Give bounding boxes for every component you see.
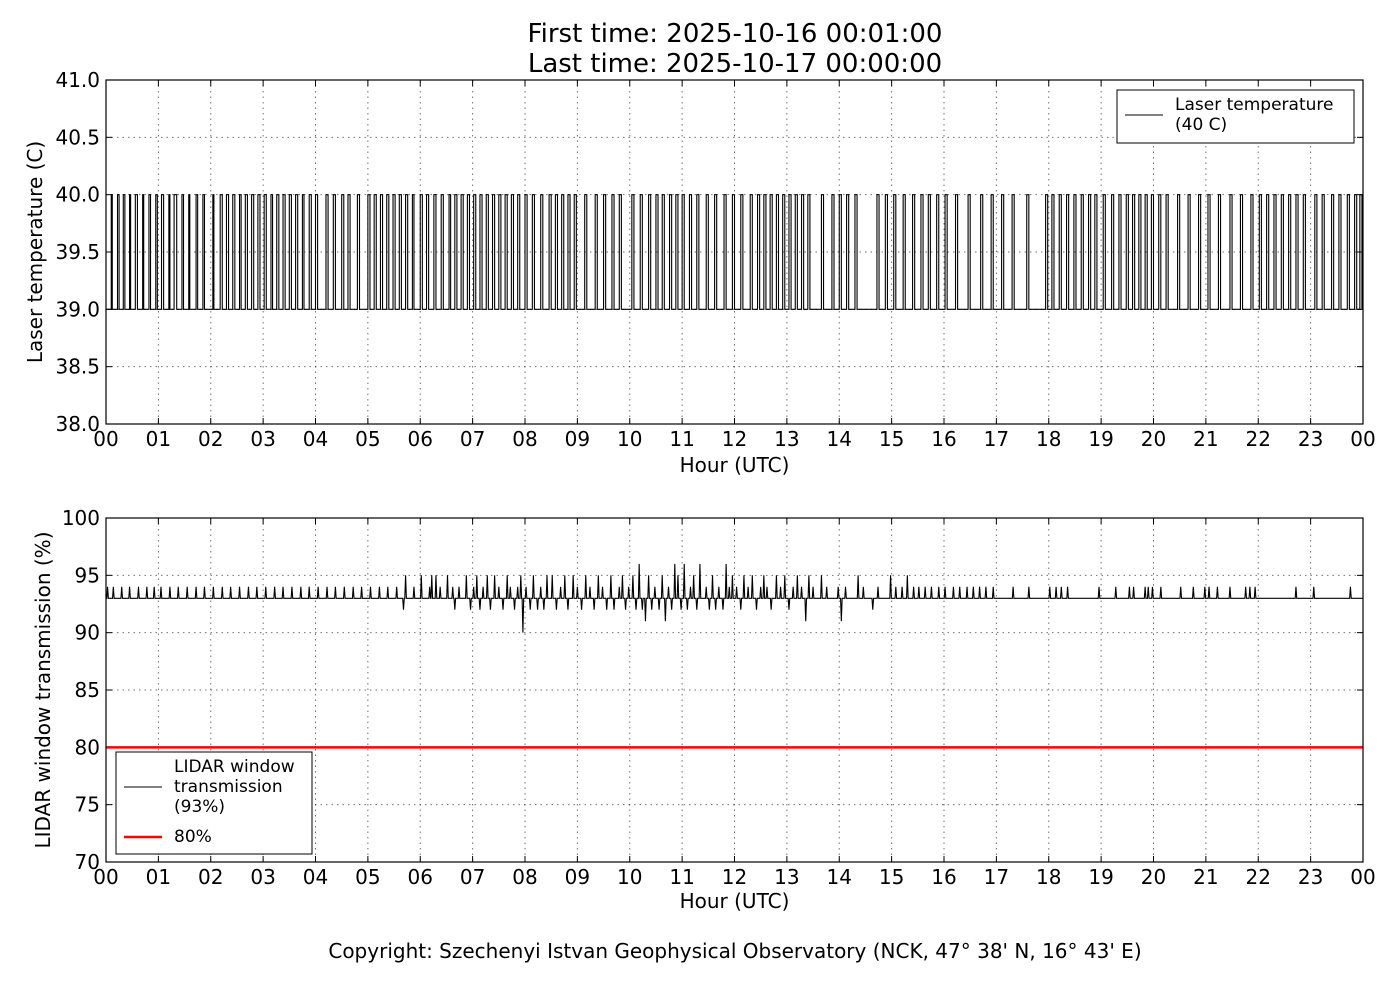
y-axis-label: Laser temperature (C) [23,141,47,363]
x-tick-label: 11 [669,865,694,889]
legend-label: LIDAR window [174,757,295,777]
x-tick-label: 07 [460,865,485,889]
x-tick-label: 03 [250,865,275,889]
x-tick-label: 06 [408,427,433,451]
legend-label: (93%) [174,797,225,817]
x-tick-label: 16 [931,865,956,889]
laser-temperature-panel: 00 01 02 03 04 05 06 07 08 09 10 11 12 13 14 15 16 17 18 19… [23,68,1376,477]
y-tick-label: 38.5 [55,355,100,379]
y-axis-label: LIDAR window transmission (%) [31,532,55,849]
lidar-transmission-panel: 00 01 02 03 04 05 06 07 08 09 10 11 12 13 14 15 16 17 18 19… [31,506,1376,913]
x-tick-label: 21 [1193,865,1218,889]
x-tick-label: 00 [93,427,118,451]
plot-frame [105,79,1364,425]
x-tick-label: 17 [984,427,1009,451]
x-tick-label: 05 [355,427,380,451]
x-tick-label: 18 [1036,865,1061,889]
x-tick-label: 06 [408,865,433,889]
x-tick-label: 13 [774,865,799,889]
x-tick-label: 15 [879,427,904,451]
y-tick-label: 38.0 [55,412,100,436]
y-tick-label: 100 [62,506,100,530]
series-line [106,563,1363,633]
y-tick-label: 90 [75,621,100,645]
legend-label: transmission [174,777,283,797]
x-tick-label: 00 [93,865,118,889]
y-tick-label: 39.0 [55,297,100,321]
x-tick-label: 10 [617,865,642,889]
x-tick-label: 08 [512,427,537,451]
title-first-time: First time: 2025-10-16 00:01:00 [528,19,943,49]
x-tick-label: 22 [1246,427,1271,451]
y-tick-label: 40.0 [55,183,100,207]
y-tick-label: 85 [75,678,100,702]
x-tick-label: 18 [1036,427,1061,451]
x-tick-label: 04 [303,865,328,889]
x-tick-label: 14 [827,865,852,889]
figure-title: First time: 2025-10-16 00:01:00 Last tim… [528,19,943,79]
x-tick-label: 13 [774,427,799,451]
x-tick-label: 01 [146,427,171,451]
y-tick-label: 40.5 [55,125,100,149]
x-tick-label: 23 [1298,427,1323,451]
y-tick-label: 70 [75,850,100,874]
title-last-time: Last time: 2025-10-17 00:00:00 [528,49,942,79]
x-tick-label: 16 [931,427,956,451]
x-tick-label: 10 [617,427,642,451]
x-tick-label: 09 [565,427,590,451]
x-tick-label: 02 [198,865,223,889]
x-tick-label: 20 [1141,427,1166,451]
x-tick-label: 01 [146,865,171,889]
x-tick-label: 17 [984,865,1009,889]
y-tick-label: 95 [75,563,100,587]
x-tick-label: 23 [1298,865,1323,889]
x-tick-label: 07 [460,427,485,451]
x-tick-label: 20 [1141,865,1166,889]
legend-box [1116,89,1355,144]
x-tick-label: 03 [250,427,275,451]
copyright: Copyright: Szechenyi Istvan Geophysical … [328,939,1141,963]
x-tick-label: 12 [722,427,747,451]
legend: Laser temperature(40 C) [1116,89,1355,144]
legend-label: Laser temperature [1175,95,1333,115]
y-tick-label: 39.5 [55,240,100,264]
y-tick-label: 80 [75,735,100,759]
x-tick-label: 04 [303,427,328,451]
x-tick-label: 12 [722,865,747,889]
x-tick-label: 22 [1246,865,1271,889]
x-tick-label: 21 [1193,427,1218,451]
y-tick-label: 75 [75,793,100,817]
series-line [106,194,1363,310]
legend-label: 80% [174,827,212,847]
x-tick-label: 09 [565,865,590,889]
x-tick-label: 08 [512,865,537,889]
x-tick-label: 00 [1350,865,1375,889]
x-tick-label: 02 [198,427,223,451]
plot-frame [105,517,1364,863]
x-tick-label: 14 [827,427,852,451]
x-axis-label: Hour (UTC) [680,889,790,913]
x-tick-label: 00 [1350,427,1375,451]
legend-label: (40 C) [1175,115,1227,135]
x-tick-label: 19 [1088,865,1113,889]
x-tick-label: 11 [669,427,694,451]
x-axis-label: Hour (UTC) [680,453,790,477]
x-tick-label: 19 [1088,427,1113,451]
x-tick-label: 05 [355,865,380,889]
y-tick-label: 41.0 [55,68,100,92]
x-tick-label: 15 [879,865,904,889]
